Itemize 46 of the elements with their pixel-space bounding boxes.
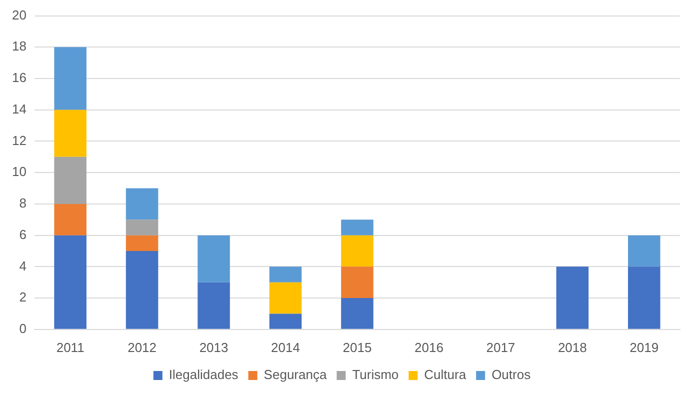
y-tick-label: 6 <box>19 226 26 242</box>
y-tick-label: 4 <box>19 258 26 274</box>
x-tick-label: 2017 <box>486 340 516 355</box>
bar <box>126 220 158 236</box>
bar <box>54 47 86 110</box>
y-tick-label: 8 <box>19 196 26 211</box>
y-tick-label: 10 <box>12 164 26 180</box>
legend-label: Segurança <box>264 367 328 382</box>
bar <box>54 235 86 329</box>
bar <box>341 220 374 236</box>
bar <box>556 266 589 329</box>
legend-label: Outros <box>492 367 532 382</box>
bar <box>126 235 158 251</box>
y-tick-label: 16 <box>12 70 26 86</box>
x-tick-label: 2016 <box>414 340 444 355</box>
x-tick-label: 2011 <box>56 340 84 355</box>
bar <box>269 314 302 329</box>
bar <box>126 188 158 220</box>
y-tick-label: 0 <box>19 320 26 336</box>
x-tick-label: 2013 <box>199 340 228 355</box>
bar <box>54 156 86 204</box>
y-tick-label: 2 <box>19 290 26 305</box>
y-tick-label: 14 <box>12 101 26 116</box>
bar <box>269 282 302 314</box>
y-tick-label: 18 <box>12 38 26 54</box>
x-tick-label: 2012 <box>128 340 157 355</box>
bar <box>54 110 86 157</box>
bar <box>341 266 374 298</box>
bar <box>269 266 302 282</box>
x-tick-label: 2018 <box>558 340 587 355</box>
x-tick-label: 2019 <box>630 340 659 355</box>
bar <box>341 298 374 329</box>
bar <box>628 235 660 267</box>
legend-label: Ilegalidades <box>168 367 239 382</box>
bar <box>126 251 158 329</box>
y-tick-label: 20 <box>12 7 26 22</box>
bar <box>198 235 230 282</box>
bar <box>198 282 230 329</box>
legend-label: Turismo <box>352 367 399 382</box>
bar <box>54 204 86 236</box>
x-tick-label: 2014 <box>271 340 300 355</box>
y-tick-label: 12 <box>12 132 26 148</box>
bar <box>628 266 660 329</box>
bar <box>341 235 374 267</box>
x-tick-label: 2015 <box>342 340 372 355</box>
legend-label: Cultura <box>424 367 467 382</box>
